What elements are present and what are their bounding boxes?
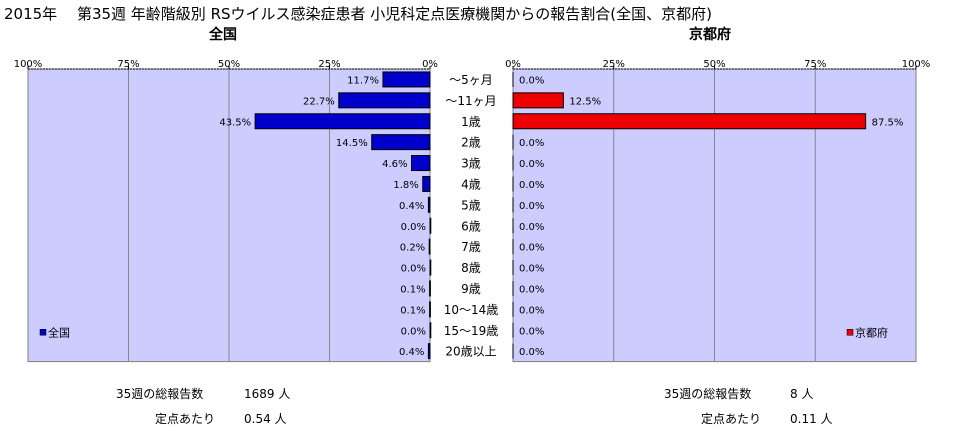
national-tick-label: 100% xyxy=(14,59,43,70)
national-bar xyxy=(422,175,431,192)
kyoto-total-value: 8 人 xyxy=(790,387,814,401)
national-value-label: 0.4% xyxy=(399,347,424,358)
category-label: 9歳 xyxy=(461,282,481,296)
kyoto-value-label: 0.0% xyxy=(519,347,544,358)
national-bar xyxy=(429,280,431,297)
national-per-value: 0.54 人 xyxy=(244,412,287,426)
national-bar xyxy=(427,343,431,360)
kyoto-tick-label: 0% xyxy=(505,59,521,70)
national-value-label: 0.1% xyxy=(400,284,425,295)
kyoto-value-label: 0.0% xyxy=(519,138,544,149)
kyoto-value-label: 0.0% xyxy=(519,159,544,170)
national-value-label: 0.2% xyxy=(400,243,425,254)
national-value-label: 11.7% xyxy=(347,75,379,86)
national-bar xyxy=(427,196,431,213)
kyoto-value-label: 0.0% xyxy=(519,243,544,254)
national-bar xyxy=(429,259,432,276)
category-label: 8歳 xyxy=(461,261,481,275)
category-label: 1歳 xyxy=(461,115,481,129)
national-value-label: 43.5% xyxy=(219,117,251,128)
kyoto-value-label: 87.5% xyxy=(872,117,904,128)
national-tick-label: 50% xyxy=(218,59,240,70)
kyoto-tick-label: 100% xyxy=(902,59,931,70)
kyoto-tick-label: 50% xyxy=(703,59,725,70)
kyoto-panel-title: 京都府 xyxy=(689,27,731,43)
kyoto-value-label: 0.0% xyxy=(519,284,544,295)
national-tick-label: 0% xyxy=(422,59,438,70)
national-value-label: 0.0% xyxy=(401,264,426,275)
national-value-label: 0.0% xyxy=(401,222,426,233)
national-value-label: 4.6% xyxy=(382,159,407,170)
national-legend-label: 全国 xyxy=(48,325,70,339)
national-total-value: 1689 人 xyxy=(244,387,291,401)
national-tick-label: 25% xyxy=(318,59,340,70)
category-label: 7歳 xyxy=(461,240,481,254)
kyoto-value-label: 0.0% xyxy=(519,326,544,337)
kyoto-per-label: 定点あたり xyxy=(701,412,762,426)
kyoto-tick-label: 75% xyxy=(804,59,826,70)
national-per-label: 定点あたり xyxy=(155,412,216,426)
kyoto-per-value: 0.11 人 xyxy=(790,412,833,426)
kyoto-value-label: 0.0% xyxy=(519,264,544,275)
kyoto-value-label: 0.0% xyxy=(519,201,544,212)
category-label: 2歳 xyxy=(461,136,481,150)
kyoto-total-label: 35週の総報告数 xyxy=(664,387,752,401)
category-label: 10～14歳 xyxy=(444,303,499,317)
national-value-label: 22.7% xyxy=(303,96,335,107)
national-value-label: 0.0% xyxy=(401,326,426,337)
category-label: 20歳以上 xyxy=(445,345,496,359)
kyoto-value-label: 12.5% xyxy=(569,96,601,107)
national-bar xyxy=(429,322,432,339)
category-label: 5歳 xyxy=(461,198,481,212)
kyoto-legend-swatch xyxy=(846,329,854,336)
national-bar xyxy=(411,155,431,172)
category-label: 15～19歳 xyxy=(444,324,499,338)
kyoto-bar xyxy=(512,92,564,109)
kyoto-value-label: 0.0% xyxy=(519,305,544,316)
national-value-label: 0.1% xyxy=(400,305,425,316)
national-bar xyxy=(371,134,431,151)
national-value-label: 0.4% xyxy=(399,201,424,212)
kyoto-value-label: 0.0% xyxy=(519,75,544,86)
national-bar xyxy=(254,113,431,130)
national-bar xyxy=(429,301,431,318)
kyoto-tick-label: 25% xyxy=(603,59,625,70)
national-bar xyxy=(429,217,432,234)
kyoto-value-label: 0.0% xyxy=(519,180,544,191)
kyoto-legend-label: 京都府 xyxy=(855,325,888,339)
category-label: ～5ヶ月 xyxy=(449,73,493,87)
kyoto-value-label: 0.0% xyxy=(519,222,544,233)
national-bar xyxy=(338,92,431,109)
national-value-label: 1.8% xyxy=(393,180,418,191)
kyoto-bar xyxy=(512,113,867,130)
national-tick-label: 75% xyxy=(117,59,139,70)
national-panel-title: 全国 xyxy=(209,27,237,43)
category-label: ～11ヶ月 xyxy=(445,94,496,108)
national-value-label: 14.5% xyxy=(336,138,368,149)
category-label: 4歳 xyxy=(461,177,481,191)
national-legend-swatch xyxy=(39,329,47,336)
chart-title: 2015年 第35週 年齢階級別 RSウイルス感染症患者 小児科定点医療機関から… xyxy=(4,5,712,23)
category-label: 6歳 xyxy=(461,219,481,233)
national-total-label: 35週の総報告数 xyxy=(116,387,204,401)
national-bar xyxy=(428,238,431,255)
national-bar xyxy=(382,71,431,88)
category-label: 3歳 xyxy=(461,157,481,171)
